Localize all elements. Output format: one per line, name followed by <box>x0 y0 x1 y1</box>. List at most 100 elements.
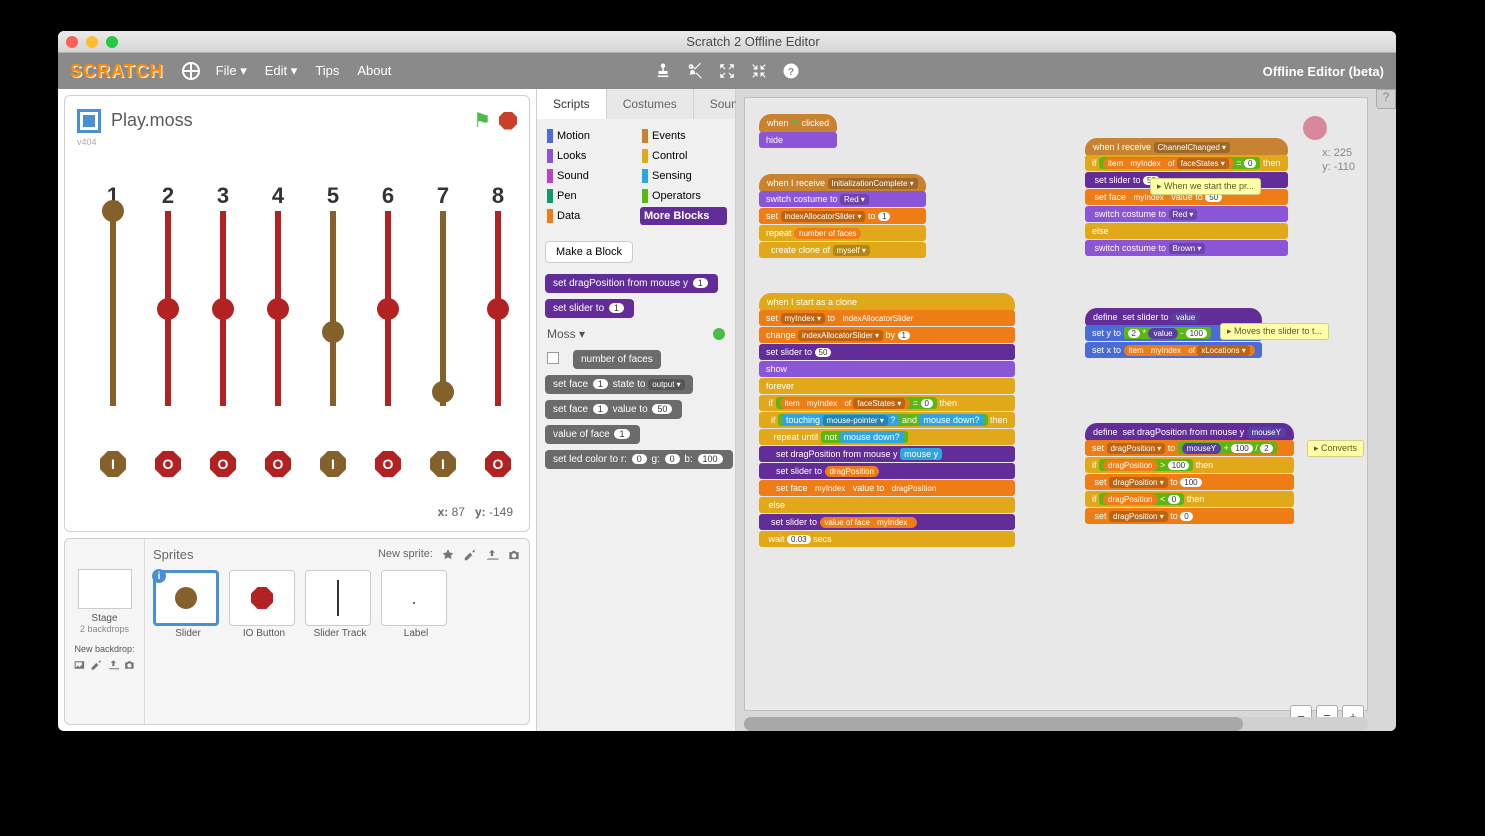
category-looks[interactable]: Looks <box>545 147 632 165</box>
block-stack[interactable]: when I receive ChannelChanged ▾if item m… <box>1085 138 1288 257</box>
globe-icon[interactable] <box>182 62 200 80</box>
slider-track[interactable] <box>110 211 116 406</box>
fullscreen-icon[interactable] <box>77 109 101 133</box>
help-icon[interactable]: ? <box>782 62 800 80</box>
block-comment[interactable]: ▸ Moves the slider to t... <box>1220 323 1329 340</box>
script-block[interactable]: set slider to value of face myIndex <box>759 514 1015 530</box>
block-comment[interactable]: ▸ Converts <box>1307 440 1364 457</box>
sprite-upload-icon[interactable] <box>485 548 499 562</box>
io-button[interactable]: O <box>210 451 236 477</box>
script-block[interactable]: else <box>1085 223 1288 239</box>
script-block[interactable]: set face myIndex value to dragPosition <box>759 480 1015 496</box>
category-more-blocks[interactable]: More Blocks <box>640 207 727 225</box>
script-block[interactable]: set myIndex ▾ to indexAllocatorSlider <box>759 310 1015 326</box>
zoom-icon[interactable] <box>106 36 118 48</box>
paint-icon[interactable] <box>90 658 103 672</box>
block-stack[interactable]: when I receive InitializationComplete ▾s… <box>759 174 926 259</box>
script-block[interactable]: switch costume to Red ▾ <box>1085 206 1288 222</box>
sprite-item-slider-track[interactable]: Slider Track <box>305 570 375 639</box>
palette-block[interactable]: value of face 1 <box>545 425 640 444</box>
block-comment[interactable]: ▸ When we start the pr... <box>1150 178 1261 195</box>
script-block[interactable]: switch costume to Red ▾ <box>759 191 926 207</box>
slider-knob[interactable] <box>322 321 344 343</box>
slider-knob[interactable] <box>487 298 509 320</box>
scissors-icon[interactable] <box>686 62 704 80</box>
io-button[interactable]: O <box>265 451 291 477</box>
category-motion[interactable]: Motion <box>545 127 632 145</box>
sprite-paint-icon[interactable] <box>463 548 477 562</box>
io-button[interactable]: I <box>320 451 346 477</box>
menu-tips[interactable]: Tips <box>315 63 339 78</box>
checkbox[interactable] <box>547 352 559 364</box>
grow-icon[interactable] <box>718 62 736 80</box>
script-block[interactable]: change indexAllocatorSlider ▾ by 1 <box>759 327 1015 343</box>
script-block[interactable]: set dragPosition ▾ to 100 <box>1085 474 1294 490</box>
sprite-item-label[interactable]: .Label <box>381 570 451 639</box>
script-block[interactable]: set indexAllocatorSlider ▾ to 1 <box>759 208 926 224</box>
sprite-lib-icon[interactable] <box>441 548 455 562</box>
sprite-item-slider[interactable]: iSlider <box>153 570 223 639</box>
script-block[interactable]: if dragPosition > 100 then <box>1085 457 1294 473</box>
titlebar[interactable]: Scratch 2 Offline Editor <box>58 31 1396 53</box>
block-stack[interactable]: define set dragPosition from mouse y mou… <box>1085 423 1294 525</box>
script-block[interactable]: set x to item myIndex of xLocations ▾ <box>1085 342 1262 358</box>
sprite-camera-icon[interactable] <box>507 548 521 562</box>
slider-knob[interactable] <box>432 381 454 403</box>
help-button[interactable]: ? <box>1376 89 1396 109</box>
slider-track[interactable] <box>440 211 446 406</box>
script-block[interactable]: set slider to dragPosition <box>759 463 1015 479</box>
slider-knob[interactable] <box>102 200 124 222</box>
script-block[interactable]: show <box>759 361 1015 377</box>
palette-block[interactable]: set slider to 1 <box>545 299 634 318</box>
slider-knob[interactable] <box>267 298 289 320</box>
slider-knob[interactable] <box>157 298 179 320</box>
menu-file[interactable]: File ▾ <box>216 63 247 78</box>
script-block[interactable]: when ⚑ clicked <box>759 114 837 133</box>
script-block[interactable]: set dragPosition from mouse y mouse y <box>759 446 1015 462</box>
sprite-item-io-button[interactable]: IO Button <box>229 570 299 639</box>
script-block[interactable]: when I receive InitializationComplete ▾ <box>759 174 926 192</box>
io-button[interactable]: O <box>485 451 511 477</box>
green-flag-icon[interactable]: ⚑ <box>473 108 491 133</box>
io-button[interactable]: I <box>100 451 126 477</box>
script-block[interactable]: repeat until not mouse down? <box>759 429 1015 445</box>
script-block[interactable]: else <box>759 497 1015 513</box>
slider-knob[interactable] <box>377 298 399 320</box>
shrink-icon[interactable] <box>750 62 768 80</box>
moss-section[interactable]: Moss ▾ <box>537 321 735 347</box>
slider-knob[interactable] <box>212 298 234 320</box>
script-block[interactable]: set dragPosition ▾ to 0 <box>1085 508 1294 524</box>
stamp-icon[interactable] <box>654 62 672 80</box>
script-block[interactable]: if touching mouse-pointer ▾ ? and mouse … <box>759 412 1015 428</box>
palette-block[interactable]: set led color to r: 0 g: 0 b: 100 <box>545 450 733 469</box>
project-title[interactable]: Play.moss <box>111 110 473 131</box>
palette-block[interactable]: set face 1 value to 50 <box>545 400 682 419</box>
category-pen[interactable]: Pen <box>545 187 632 205</box>
io-button[interactable]: O <box>155 451 181 477</box>
close-icon[interactable] <box>66 36 78 48</box>
make-block-button[interactable]: Make a Block <box>545 241 633 263</box>
script-block[interactable]: wait 0.03 secs <box>759 531 1015 547</box>
stage-thumbnail[interactable] <box>78 569 132 609</box>
category-control[interactable]: Control <box>640 147 727 165</box>
io-button[interactable]: O <box>375 451 401 477</box>
block-stack[interactable]: when ⚑ clickedhide <box>759 114 837 149</box>
menu-edit[interactable]: Edit ▾ <box>265 63 298 78</box>
horizontal-scrollbar[interactable] <box>744 717 1368 731</box>
palette-block[interactable]: set dragPosition from mouse y 1 <box>545 274 718 293</box>
image-icon[interactable] <box>73 658 86 672</box>
stop-icon[interactable] <box>499 112 517 130</box>
script-block[interactable]: forever <box>759 378 1015 394</box>
script-block[interactable]: define set dragPosition from mouse y mou… <box>1085 423 1294 441</box>
slider-track[interactable] <box>330 211 336 406</box>
script-block[interactable]: if item myIndex of faceStates ▾ = 0 then <box>759 395 1015 411</box>
script-block[interactable]: repeat number of faces <box>759 225 926 241</box>
block-stack[interactable]: when I start as a cloneset myIndex ▾ to … <box>759 293 1015 548</box>
script-block[interactable]: hide <box>759 132 837 148</box>
category-data[interactable]: Data <box>545 207 632 225</box>
io-button[interactable]: I <box>430 451 456 477</box>
script-block[interactable]: set dragPosition ▾ to mouseY + 100 / 2 <box>1085 440 1294 456</box>
script-area[interactable]: ? x: 225 y: -110 when ⚑ clickedhidewhen … <box>736 89 1396 731</box>
category-sound[interactable]: Sound <box>545 167 632 185</box>
script-block[interactable]: when I receive ChannelChanged ▾ <box>1085 138 1288 156</box>
